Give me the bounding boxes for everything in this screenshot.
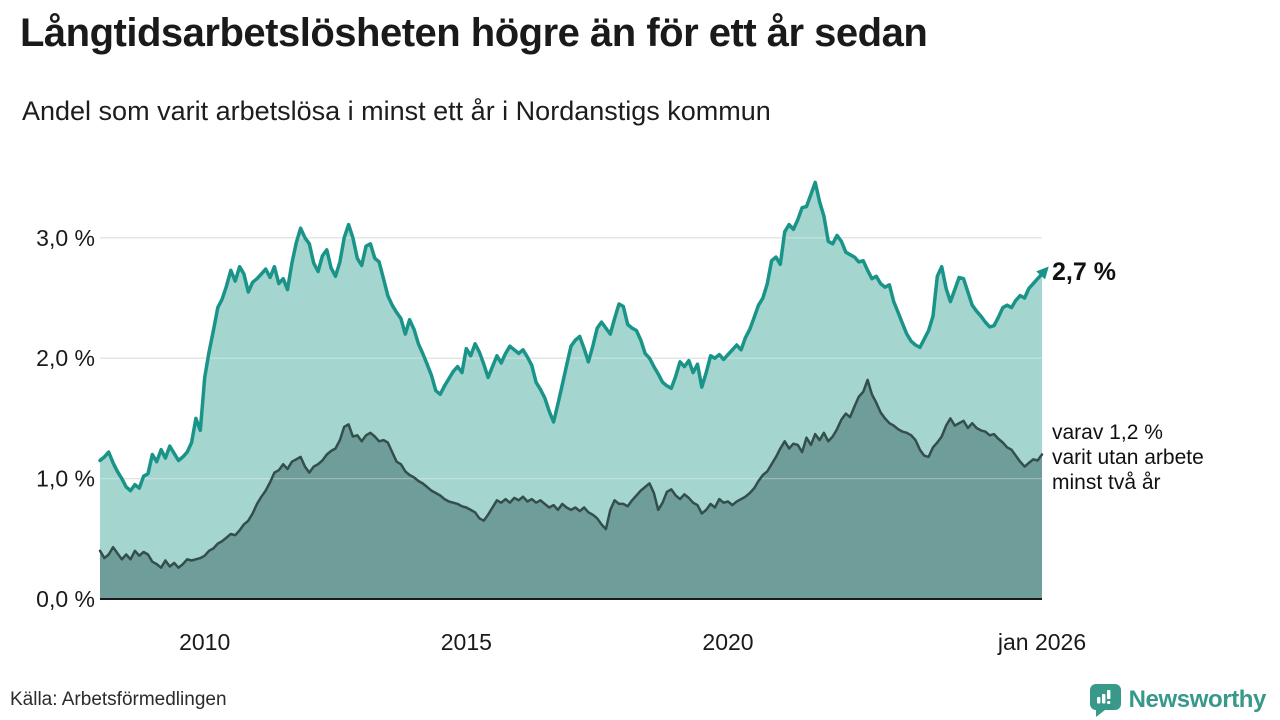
chart-title: Långtidsarbetslösheten högre än för ett … [20, 11, 928, 55]
y-tick-label: 1,0 % [36, 466, 95, 492]
source-note: Källa: Arbetsförmedlingen [10, 689, 227, 710]
newsworthy-logo: Newsworthy [1089, 683, 1267, 717]
secondary-series-label-line1: varav 1,2 % [1052, 421, 1163, 444]
x-tick-label: 2010 [179, 629, 230, 655]
secondary-series-label: varav 1,2 % varit utan arbete minst två … [1052, 420, 1204, 496]
secondary-series-label-line2: varit utan arbete [1052, 446, 1204, 470]
x-tick-label: 2015 [441, 629, 492, 655]
primary-line [98, 180, 1049, 493]
newsworthy-wordmark: Newsworthy [1128, 686, 1267, 713]
latest-value-label: 2,7 % [1052, 258, 1116, 286]
y-tick-label: 0,0 % [36, 586, 95, 612]
newsworthy-icon [1089, 683, 1121, 717]
chart-subtitle: Andel som varit arbetslösa i minst ett å… [22, 96, 771, 126]
secondary-area-fill [100, 379, 1042, 599]
y-tick-label: 3,0 % [36, 225, 95, 251]
y-tick-label: 2,0 % [36, 345, 95, 371]
x-tick-label: 2020 [702, 629, 753, 655]
secondary-line [98, 378, 1044, 569]
x-tick-label: jan 2026 [997, 629, 1086, 655]
secondary-series-label-line3: minst två år [1052, 471, 1161, 495]
